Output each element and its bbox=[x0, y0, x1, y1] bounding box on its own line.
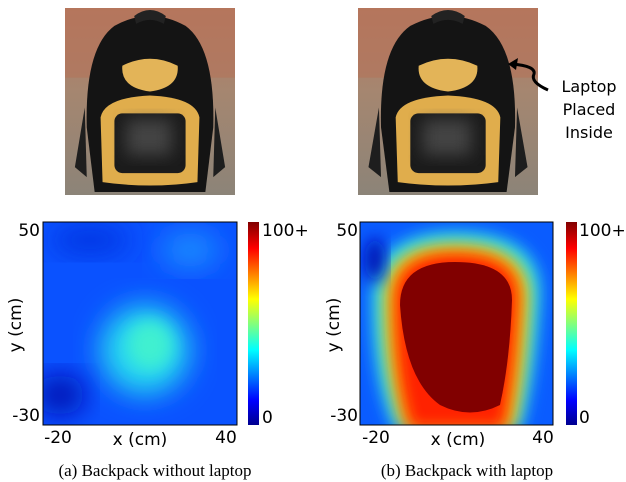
x-axis-label: x (cm) bbox=[113, 430, 168, 450]
annotation: Placed bbox=[563, 100, 616, 119]
colorbar bbox=[248, 222, 259, 425]
colorbar-tick: 0 bbox=[262, 408, 273, 428]
colorbar bbox=[566, 222, 577, 425]
arrow bbox=[511, 62, 549, 92]
caption: (a) Backpack without laptop bbox=[58, 461, 251, 480]
colorbar-tick: 100+ bbox=[262, 221, 309, 241]
panel-b: Laptop Placed Inside 100+ 0 50 -30 -20 4… bbox=[324, 8, 626, 480]
y-tick: 50 bbox=[336, 221, 358, 241]
annotation: Laptop bbox=[561, 77, 616, 96]
x-axis-label: x (cm) bbox=[431, 430, 486, 450]
photo bbox=[358, 8, 538, 195]
colorbar-tick: 0 bbox=[579, 408, 590, 428]
x-tick: -20 bbox=[362, 428, 390, 448]
colorbar-tick: 100+ bbox=[579, 221, 626, 241]
heatmap bbox=[43, 222, 237, 425]
caption: (b) Backpack with laptop bbox=[381, 461, 553, 480]
y-tick: -30 bbox=[330, 406, 358, 426]
photo bbox=[65, 8, 235, 195]
heatmap bbox=[360, 222, 553, 425]
y-tick: 50 bbox=[18, 221, 40, 241]
panel-a: 100+ 0 50 -30 -20 40 x (cm) y (cm) (a) B… bbox=[6, 8, 309, 480]
heatmap-frame bbox=[359, 221, 554, 426]
x-tick: 40 bbox=[532, 428, 554, 448]
y-axis-label: y (cm) bbox=[324, 298, 344, 353]
x-tick: -20 bbox=[44, 428, 72, 448]
y-tick: -30 bbox=[12, 406, 40, 426]
y-axis-label: y (cm) bbox=[6, 298, 26, 353]
annotation: Inside bbox=[565, 123, 613, 142]
heatmap-frame bbox=[42, 221, 238, 426]
arrow-head bbox=[508, 58, 518, 70]
x-tick: 40 bbox=[215, 428, 237, 448]
